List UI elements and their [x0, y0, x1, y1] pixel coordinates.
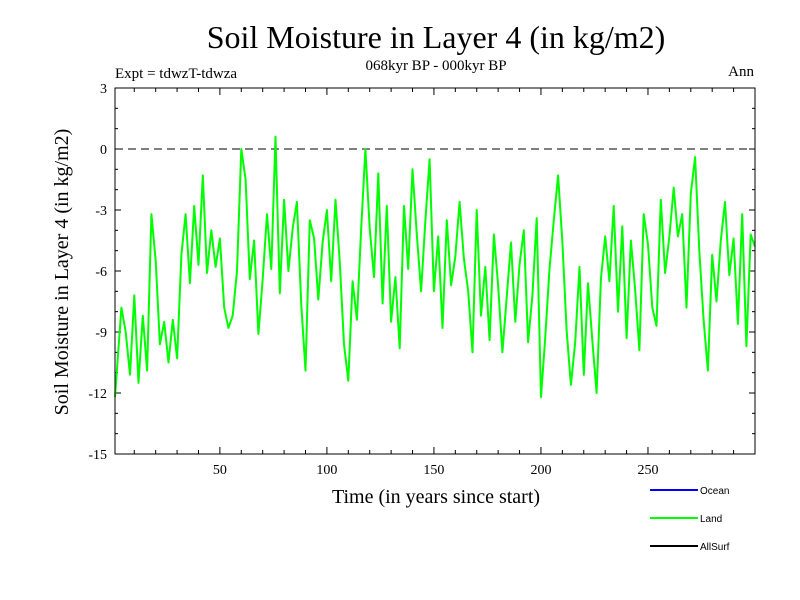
y-tick-label: -12 [88, 387, 107, 402]
y-tick-label: -6 [95, 265, 107, 280]
y-axis-label: Soil Moisture in Layer 4 (in kg/m2) [51, 129, 73, 416]
x-tick-label: 100 [316, 463, 337, 478]
chart-title: Soil Moisture in Layer 4 (in kg/m2) [207, 19, 666, 55]
y-tick-label: -3 [95, 204, 107, 219]
y-tick-label: -9 [95, 326, 107, 341]
series-line-land [114, 135, 756, 399]
y-tick-labels: 3 0 -3 -6 -9 -12 -15 [88, 82, 107, 463]
legend-label: Ocean [700, 486, 729, 497]
experiment-label: Expt = tdwzT-tdwza [115, 66, 237, 82]
y-tick-label: 0 [100, 143, 107, 158]
x-tick-label: 250 [637, 463, 658, 478]
y-tick-label: 3 [100, 82, 107, 97]
legend-item: AllSurf [650, 542, 730, 553]
x-axis-label: Time (in years since start) [332, 486, 540, 508]
season-label: Ann [728, 64, 754, 80]
x-tick-label: 150 [423, 463, 444, 478]
legend: Ocean Land AllSurf [650, 486, 730, 553]
y-tick-label: -15 [88, 448, 107, 463]
legend-item: Ocean [650, 486, 729, 497]
x-tick-labels: 50 100 150 200 250 [213, 463, 659, 478]
legend-label: AllSurf [700, 542, 730, 553]
x-tick-label: 50 [213, 463, 227, 478]
chart-subtitle: 068kyr BP - 000kyr BP [365, 58, 506, 74]
x-tick-label: 200 [530, 463, 551, 478]
legend-item: Land [650, 514, 722, 525]
legend-label: Land [700, 514, 722, 525]
plot-frame [114, 87, 756, 455]
